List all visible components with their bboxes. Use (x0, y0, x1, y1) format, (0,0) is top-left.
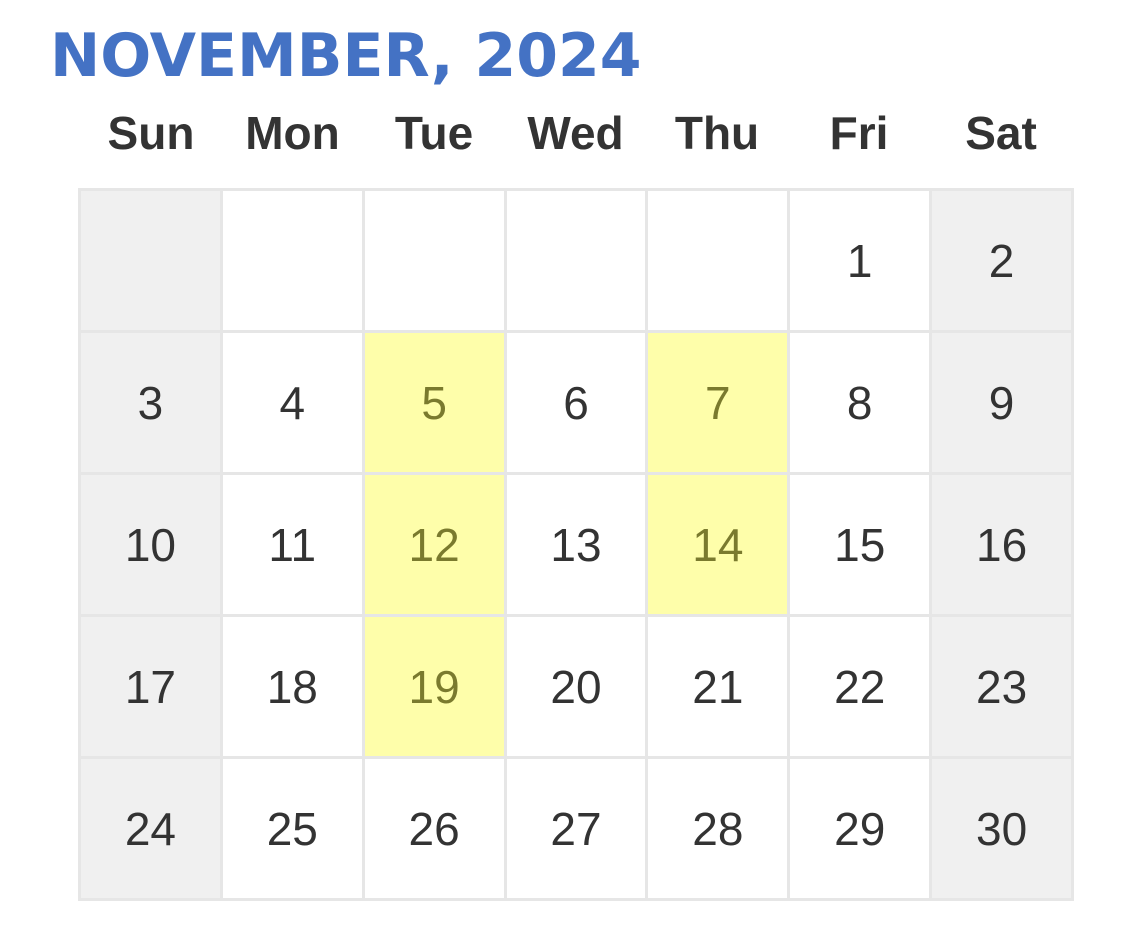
weekday-sat: Sat (965, 107, 1037, 159)
day-cell-20: 20 (506, 617, 646, 756)
calendar-grid: 1 2 3 4 5 6 7 8 9 10 11 12 13 14 15 16 17 18 19 20 21 22 23 24 2… (78, 188, 1074, 901)
day-cell-1: 1 (790, 191, 930, 330)
day-cell-2: 2 (932, 191, 1071, 330)
day-cell-8: 8 (790, 333, 930, 472)
day-cell-28: 28 (648, 759, 788, 898)
day-cell-12: 12 (364, 475, 504, 614)
weekday-header-row: Sun Mon Tue Wed Thu Fri Sat (80, 100, 1072, 166)
day-cell-11: 11 (222, 475, 362, 614)
day-cell-18: 18 (222, 617, 362, 756)
day-cell-29: 29 (790, 759, 930, 898)
day-cell-24: 24 (81, 759, 220, 898)
weekday-fri: Fri (829, 107, 889, 159)
day-cell-14: 14 (648, 475, 788, 614)
day-cell-13: 13 (506, 475, 646, 614)
day-cell-5: 5 (364, 333, 504, 472)
day-cell-22: 22 (790, 617, 930, 756)
day-cell-7: 7 (648, 333, 788, 472)
weekday-wed: Wed (527, 107, 624, 159)
empty-day-cell (364, 191, 504, 330)
day-cell-19: 19 (364, 617, 504, 756)
day-cell-15: 15 (790, 475, 930, 614)
weekday-sun: Sun (107, 107, 195, 159)
day-cell-17: 17 (81, 617, 220, 756)
day-cell-9: 9 (932, 333, 1071, 472)
empty-day-cell (222, 191, 362, 330)
day-cell-23: 23 (932, 617, 1071, 756)
day-cell-27: 27 (506, 759, 646, 898)
day-cell-10: 10 (81, 475, 220, 614)
empty-day-cell (506, 191, 646, 330)
day-cell-3: 3 (81, 333, 220, 472)
weekday-thu: Thu (674, 107, 760, 159)
day-cell-26: 26 (364, 759, 504, 898)
month-title: NOVEMBER, 2024 (50, 21, 642, 91)
day-cell-16: 16 (932, 475, 1071, 614)
day-cell-4: 4 (222, 333, 362, 472)
empty-day-cell (648, 191, 788, 330)
weekday-mon: Mon (245, 107, 340, 159)
day-cell-6: 6 (506, 333, 646, 472)
day-cell-25: 25 (222, 759, 362, 898)
empty-day-cell (81, 191, 220, 330)
day-cell-30: 30 (932, 759, 1071, 898)
weekday-tue: Tue (394, 107, 474, 159)
day-cell-21: 21 (648, 617, 788, 756)
